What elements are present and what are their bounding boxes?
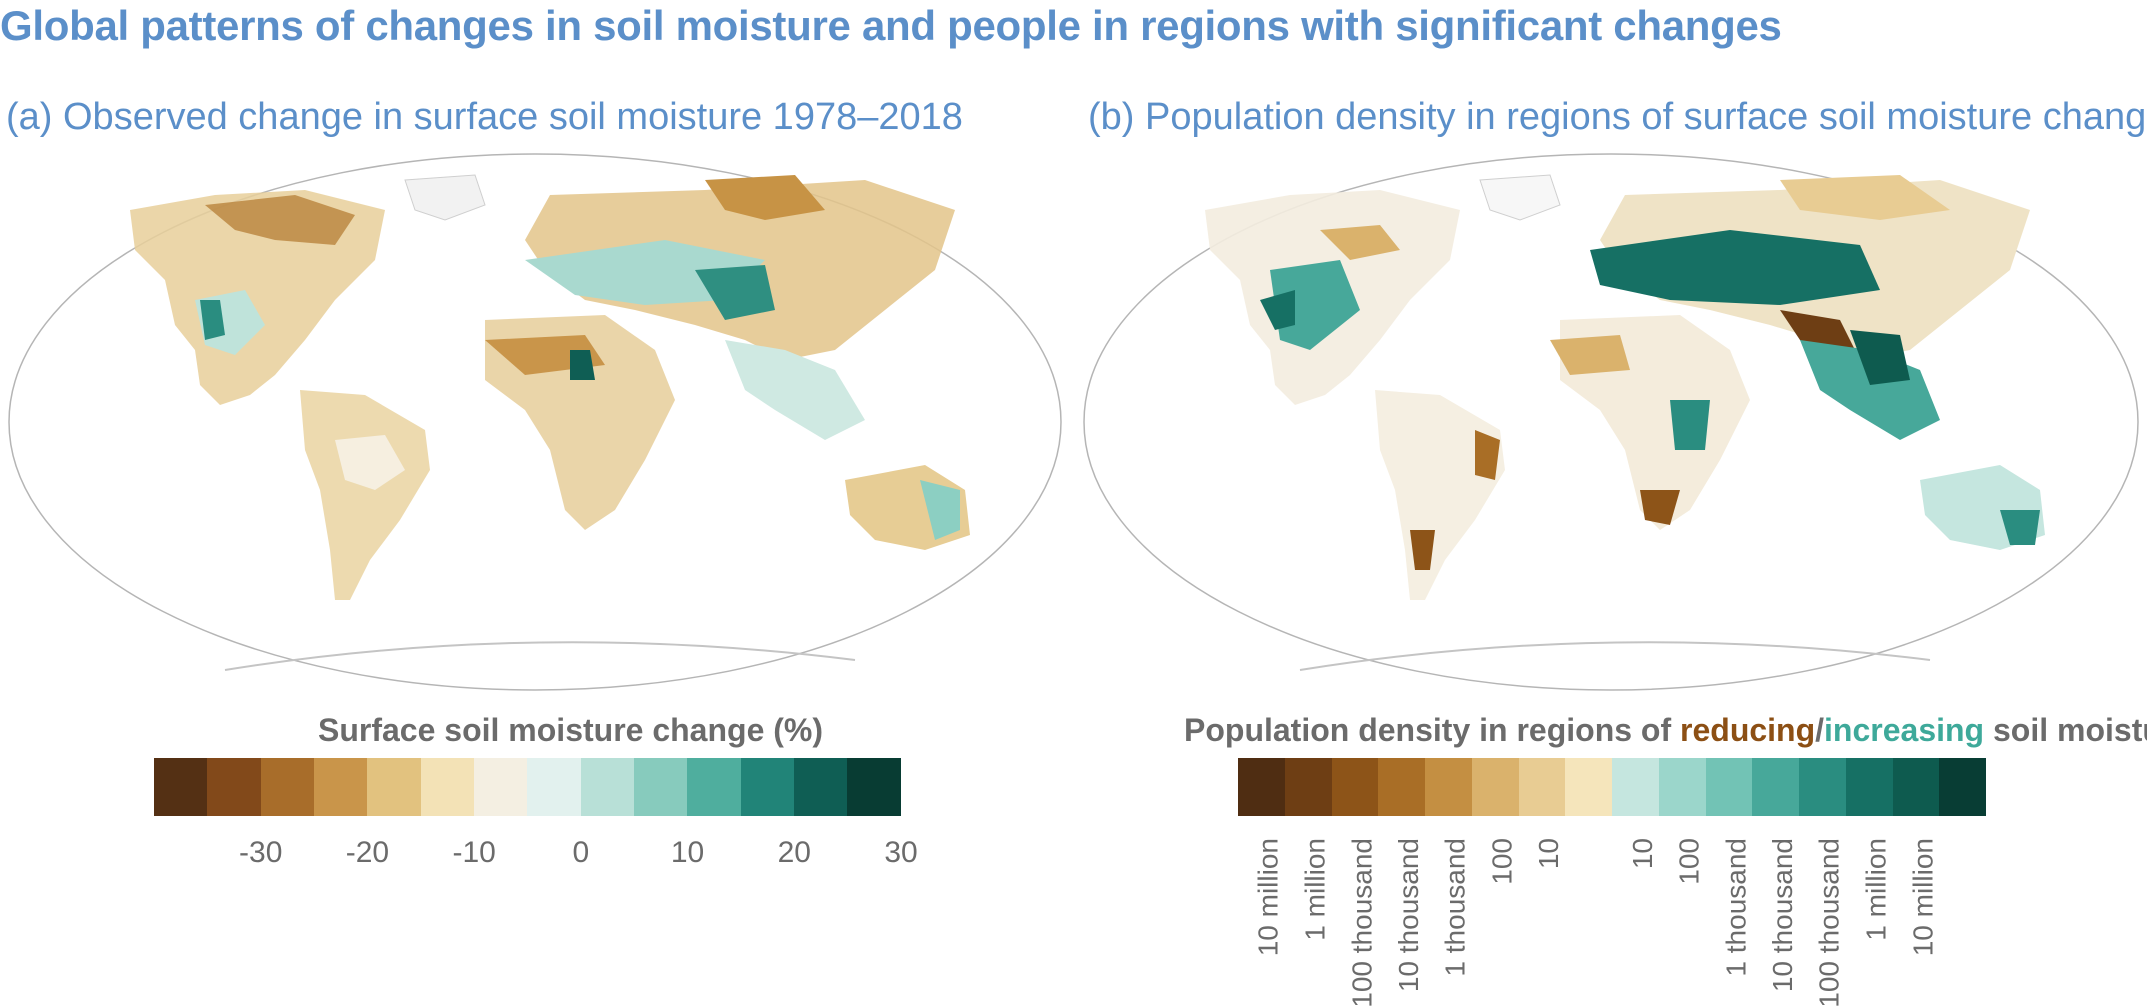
colorbar-b-swatch — [1471, 758, 1519, 816]
colorbar-b-swatch — [1939, 758, 1986, 816]
legend-title-prefix: Population density in regions of — [1184, 712, 1681, 748]
panel-b-colorbar — [1238, 758, 1986, 816]
colorbar-a-swatch — [634, 758, 688, 816]
panel-a-colorbar — [154, 758, 901, 816]
colorbar-a-tick-label: 20 — [777, 836, 811, 869]
colorbar-a-tick-label: -30 — [239, 836, 283, 869]
colorbar-b-swatch — [1284, 758, 1332, 816]
colorbar-a-tick-label: 30 — [884, 836, 918, 869]
colorbar-b-swatch — [1612, 758, 1659, 816]
colorbar-b-tick-label: 1 million — [1860, 838, 1892, 941]
panel-a-map — [5, 150, 1065, 695]
colorbar-a-swatch — [687, 758, 741, 816]
colorbar-b-swatch — [1425, 758, 1472, 816]
colorbar-a-tick-label: -20 — [345, 836, 390, 869]
colorbar-b-swatch — [1705, 758, 1753, 816]
figure-title: Global patterns of changes in soil moist… — [0, 2, 1782, 49]
colorbar-b-swatch — [1658, 758, 1706, 816]
colorbar-a-tick-label: -10 — [452, 836, 496, 869]
colorbar-b-swatch — [1518, 758, 1566, 816]
colorbar-a-swatch — [794, 758, 848, 816]
colorbar-a-swatch — [580, 758, 635, 816]
colorbar-b-tick-label: 1 thousand — [1720, 838, 1752, 977]
colorbar-a-swatch — [847, 758, 901, 816]
colorbar-b-tick-label: 1 million — [1299, 838, 1331, 941]
colorbar-b-tick-label: 100 thousand — [1346, 838, 1378, 1008]
colorbar-b-tick-label: 10 million — [1252, 838, 1284, 957]
colorbar-b-tick-label: 1 thousand — [1439, 838, 1471, 977]
colorbar-a-swatch — [474, 758, 528, 816]
panel-a-subtitle: (a) Observed change in surface soil mois… — [6, 96, 963, 138]
colorbar-b-tick-label: 10 thousand — [1393, 838, 1424, 993]
colorbar-a-tick-label: 0 — [572, 836, 590, 869]
panel-b-legend-title: Population density in regions of reducin… — [1184, 712, 2147, 749]
colorbar-b-swatch — [1752, 758, 1799, 816]
colorbar-a-swatch — [527, 758, 581, 816]
colorbar-a-swatch — [367, 758, 421, 816]
colorbar-b-tick-label: 10 — [1626, 838, 1658, 870]
colorbar-a-swatch — [260, 758, 315, 816]
panel-b-map — [1080, 150, 2142, 695]
colorbar-a-swatch — [740, 758, 795, 816]
legend-title-reducing: reducing — [1680, 712, 1816, 748]
colorbar-a-tick-label: 10 — [670, 836, 705, 869]
colorbar-b-swatch — [1378, 758, 1425, 816]
colorbar-b-swatch — [1799, 758, 1846, 816]
panel-b-subtitle: (b) Population density in regions of sur… — [1088, 96, 2147, 138]
panel-a-legend-title: Surface soil moisture change (%) — [318, 712, 824, 748]
colorbar-b-tick-label: 100 thousand — [1813, 838, 1845, 1008]
colorbar-b-swatch — [1565, 758, 1612, 816]
colorbar-b-swatch — [1238, 758, 1285, 816]
legend-title-increasing: increasing — [1824, 712, 1985, 748]
colorbar-a-swatch — [154, 758, 208, 816]
legend-title-suffix: soil moisture — [1992, 712, 2147, 748]
colorbar-a-swatch — [207, 758, 261, 816]
colorbar-a-swatch — [420, 758, 475, 816]
colorbar-b-tick-label: 100 — [1486, 838, 1518, 885]
colorbar-b-tick-label: 10 million — [1907, 838, 1939, 957]
colorbar-b-swatch — [1845, 758, 1893, 816]
colorbar-a-swatch — [314, 758, 368, 816]
colorbar-b-tick-label: 100 — [1673, 838, 1705, 885]
legend-title-separator: / — [1815, 712, 1825, 748]
colorbar-b-tick-label: 10 — [1533, 838, 1565, 870]
colorbar-b-tick-label: 10 thousand — [1767, 838, 1798, 993]
colorbar-b-swatch — [1331, 758, 1379, 816]
colorbar-b-swatch — [1892, 758, 1940, 816]
